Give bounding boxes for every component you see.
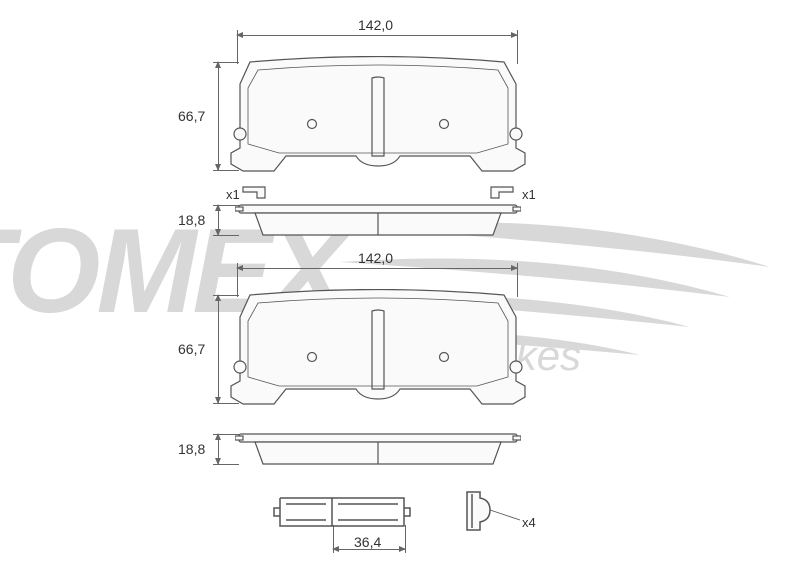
dim-line-thickness-top <box>218 205 219 235</box>
dim-line-thickness-bottom <box>218 434 219 464</box>
brake-pad-top-profile <box>235 185 521 240</box>
dim-line-width-bottom <box>237 268 517 269</box>
brake-pad-bottom-profile <box>235 428 521 470</box>
qty-clip: x4 <box>522 515 536 530</box>
mounting-clip <box>272 486 522 548</box>
dim-line-height-top <box>218 62 219 170</box>
dim-line-height-bottom <box>218 295 219 403</box>
dim-width-top: 142,0 <box>358 17 393 33</box>
brake-pad-bottom-face <box>222 289 534 409</box>
dim-height-bottom: 66,7 <box>178 341 205 357</box>
dim-width-bottom: 142,0 <box>358 250 393 266</box>
brake-pad-top-face <box>222 56 534 176</box>
dim-thickness-top: 18,8 <box>178 212 205 228</box>
technical-diagram: 142,0 66,7 x1 x1 18,8 <box>0 0 786 583</box>
dim-line-width-top <box>237 35 517 36</box>
dim-thickness-bottom: 18,8 <box>178 441 205 457</box>
dim-height-top: 66,7 <box>178 108 205 124</box>
qty-shim-right: x1 <box>522 187 536 202</box>
